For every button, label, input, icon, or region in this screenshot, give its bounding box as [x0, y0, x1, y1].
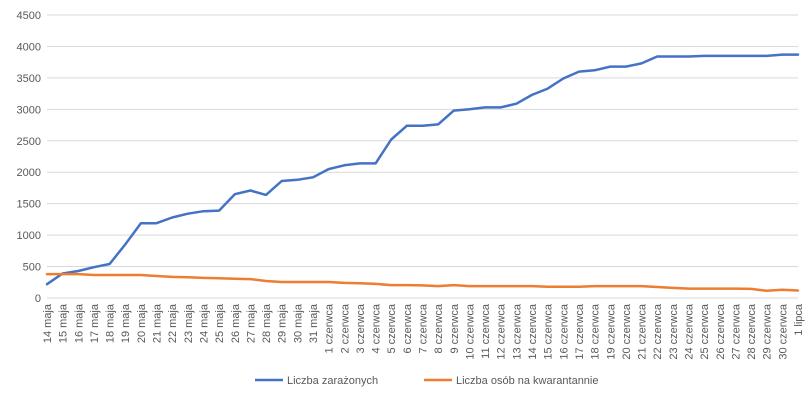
x-tick-label: 27 czerwca	[730, 303, 742, 360]
x-tick-label: 26 czerwca	[715, 303, 727, 360]
x-tick-label: 28 maja	[261, 303, 273, 343]
x-tick-label: 16 czerwca	[558, 303, 570, 360]
x-tick-label: 7 czerwca	[418, 303, 430, 353]
x-axis: 14 maja 15 maja 16 maja 17 maja 18 maja 19 ma…	[42, 303, 805, 360]
x-tick-label: 19 czerwca	[605, 303, 617, 360]
legend-label: Liczba zarażonych	[287, 375, 378, 387]
x-tick-label: 18 czerwca	[590, 303, 602, 360]
series-points-1	[46, 54, 799, 285]
x-tick-label: 12 czerwca	[496, 303, 508, 360]
x-tick-label: 17 czerwca	[574, 303, 586, 360]
y-tick-label: 4000	[17, 41, 41, 53]
x-tick-label: 30 czerwca	[777, 303, 789, 360]
x-tick-label: 25 maja	[214, 303, 226, 343]
series-line-1	[45, 53, 800, 286]
y-tick-label: 2500	[17, 136, 41, 148]
x-tick-label: 15 maja	[58, 303, 70, 343]
series-points-2	[46, 274, 799, 291]
x-tick-label: 23 czerwca	[668, 303, 680, 360]
x-tick-label: 8 czerwca	[433, 303, 445, 353]
x-tick-label: 6 czerwca	[402, 303, 414, 353]
x-tick-label: 11 czerwca	[480, 303, 492, 359]
legend-label: Liczba osób na kwarantannie	[456, 375, 598, 387]
x-tick-label: 21 maja	[152, 303, 164, 343]
x-tick-label: 25 czerwca	[699, 303, 711, 360]
x-tick-label: 23 maja	[183, 303, 195, 343]
x-tick-label: 29 czerwca	[762, 303, 774, 360]
x-tick-label: 10 czerwca	[464, 303, 476, 360]
x-tick-label: 18 maja	[105, 303, 117, 343]
y-tick-label: 0	[35, 293, 41, 305]
x-tick-label: 24 czerwca	[683, 303, 695, 360]
x-tick-label: 27 maja	[245, 303, 257, 343]
x-tick-label: 4 czerwca	[371, 303, 383, 353]
y-tick-label: 1500	[17, 199, 41, 211]
x-tick-label: 14 czerwca	[527, 303, 539, 360]
x-tick-label: 31 maja	[308, 303, 320, 343]
x-tick-label: 16 maja	[73, 303, 85, 343]
y-tick-label: 500	[23, 262, 41, 274]
x-tick-label: 5 czerwca	[386, 303, 398, 353]
y-tick-label: 3500	[17, 73, 41, 85]
x-tick-label: 1 czerwca	[324, 303, 336, 353]
y-tick-label: 2000	[17, 167, 41, 179]
y-axis: 0 500 1000 1500 2000 2500 3000 3500 4000 4500	[17, 10, 41, 305]
series-line-2	[45, 272, 800, 293]
legend: Liczba zarażonych Liczba osób na kwaranta…	[255, 375, 598, 387]
x-tick-label: 20 maja	[136, 303, 148, 343]
x-tick-label: 30 maja	[292, 303, 304, 343]
gridlines	[47, 14, 798, 268]
x-tick-label: 28 czerwca	[746, 303, 758, 360]
x-tick-label: 13 czerwca	[511, 303, 523, 360]
y-tick-label: 4500	[17, 10, 41, 22]
x-tick-label: 22 czerwca	[652, 303, 664, 360]
y-tick-label: 1000	[17, 230, 41, 242]
x-tick-label: 15 czerwca	[543, 303, 555, 360]
x-tick-label: 24 maja	[198, 303, 210, 343]
x-tick-label: 29 maja	[277, 303, 289, 343]
x-tick-label: 21 czerwca	[637, 303, 649, 360]
x-tick-label: 3 czerwca	[355, 303, 367, 353]
x-tick-label: 26 maja	[230, 303, 242, 343]
x-tick-label: 22 maja	[167, 303, 179, 343]
y-tick-label: 3000	[17, 104, 41, 116]
x-tick-label: 14 maja	[42, 303, 54, 343]
x-tick-label: 1 lipca	[793, 303, 805, 336]
x-tick-label: 20 czerwca	[621, 303, 633, 360]
x-tick-label: 17 maja	[89, 303, 101, 343]
x-tick-label: 2 czerwca	[339, 303, 351, 353]
x-tick-label: 9 czerwca	[449, 303, 461, 353]
x-tick-label: 19 maja	[120, 303, 132, 343]
